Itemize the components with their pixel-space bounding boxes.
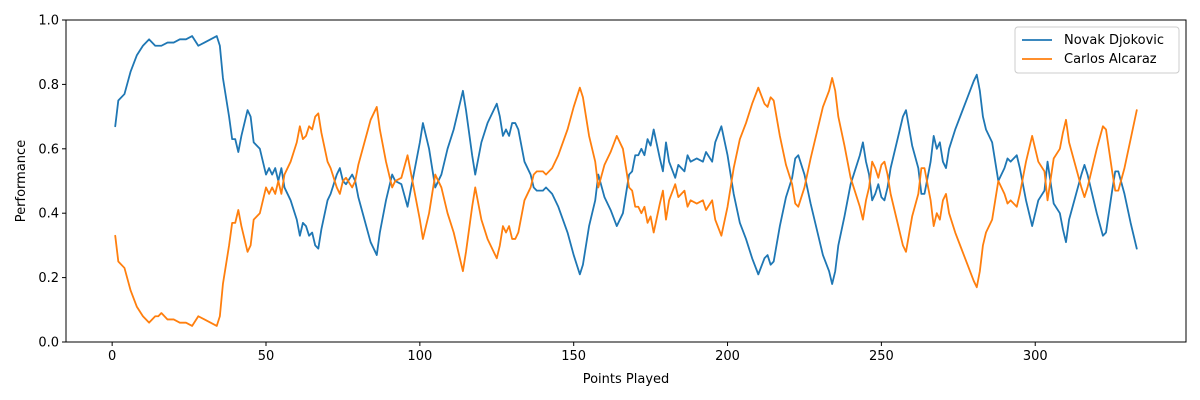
x-tick-label: 250 — [869, 349, 894, 364]
plot-frame — [65, 19, 1187, 343]
x-tick-label: 200 — [715, 349, 740, 364]
series-line-alcaraz — [114, 77, 1138, 327]
y-axis-label: Performance — [14, 140, 29, 222]
x-tick-label: 0 — [108, 349, 116, 364]
y-tick-label: 0.2 — [38, 271, 59, 286]
y-tick-label: 1.0 — [38, 14, 59, 29]
y-tick-label: 0.8 — [38, 78, 59, 93]
y-tick-label: 0.0 — [38, 336, 59, 351]
x-tick-label: 100 — [407, 349, 432, 364]
series-line-djokovic — [114, 35, 1138, 285]
series-layer — [114, 35, 1138, 327]
legend: Novak Djokovic Carlos Alcaraz — [1014, 26, 1180, 74]
x-tick-label: 150 — [561, 349, 586, 364]
y-axis: 0.0 0.2 0.4 0.6 0.8 1.0 — [38, 14, 66, 351]
y-tick-label: 0.4 — [38, 207, 59, 222]
x-axis-label: Points Played — [583, 372, 670, 387]
y-tick-label: 0.6 — [38, 142, 59, 157]
legend-label-djokovic: Novak Djokovic — [1064, 33, 1164, 48]
x-axis: 0 50 100 150 200 250 300 — [108, 342, 1048, 364]
x-tick-label: 50 — [258, 349, 275, 364]
x-tick-label: 300 — [1023, 349, 1048, 364]
legend-box — [1014, 26, 1180, 74]
legend-label-alcaraz: Carlos Alcaraz — [1064, 52, 1157, 67]
